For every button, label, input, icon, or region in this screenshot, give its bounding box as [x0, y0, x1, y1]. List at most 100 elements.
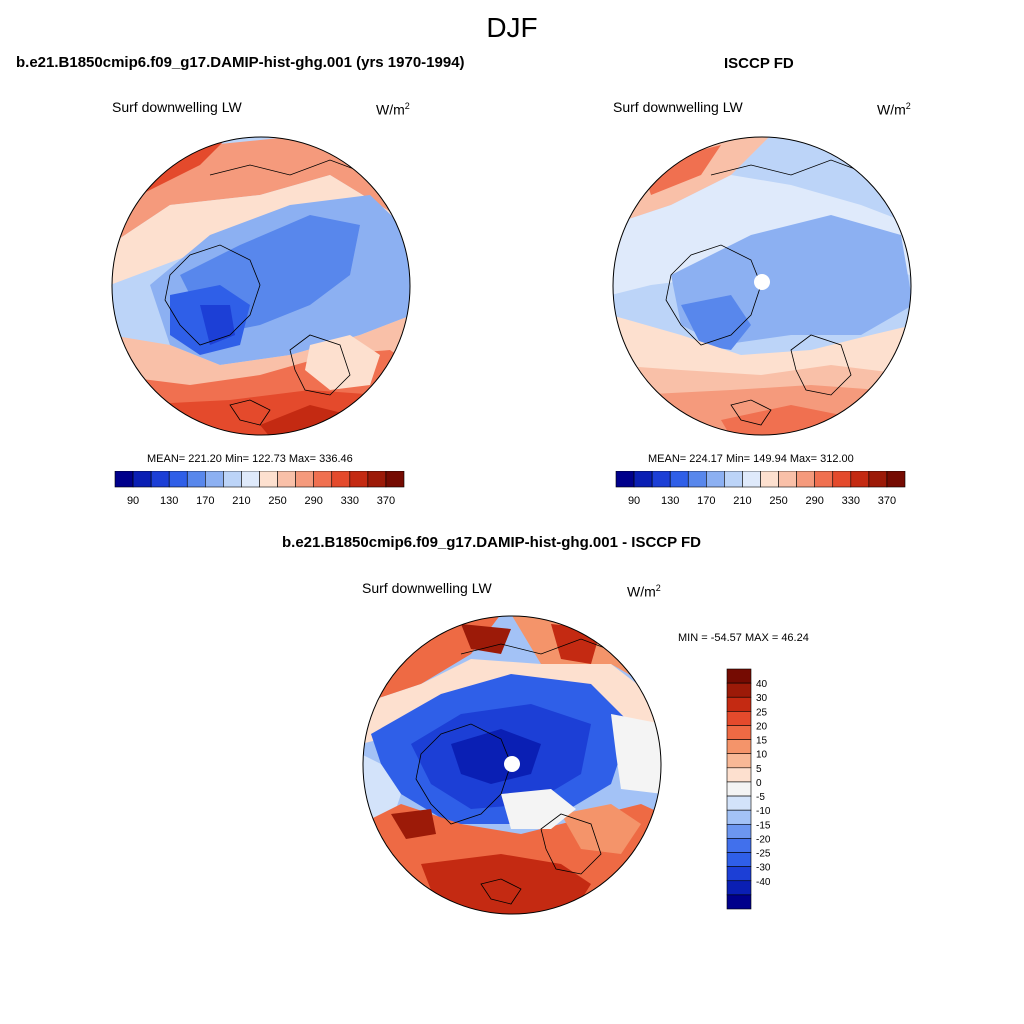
- colorbar-swatch: [760, 471, 779, 488]
- colorbar-swatch: [277, 471, 296, 488]
- colorbar-tick-label: 210: [232, 495, 250, 507]
- colorbar-swatch: [150, 471, 170, 488]
- colorbar-swatch: [726, 809, 752, 825]
- panel1-polar-map: [111, 136, 411, 436]
- colorbar-swatch: [241, 471, 260, 488]
- colorbar-swatch: [778, 471, 797, 488]
- colorbar-tick-label: 0: [756, 778, 762, 789]
- colorbar-swatch: [832, 471, 852, 488]
- colorbar-swatch: [168, 471, 188, 488]
- panel3-stats: MIN = -54.57 MAX = 46.24: [678, 632, 809, 644]
- colorbar-swatch: [385, 471, 405, 488]
- colorbar-swatch: [114, 471, 134, 488]
- colorbar-swatch: [367, 471, 387, 488]
- panel1-variable-label: Surf downwelling LW: [112, 99, 242, 115]
- colorbar-swatch: [615, 471, 635, 488]
- colorbar-swatch: [633, 471, 653, 488]
- colorbar-tick-label: 20: [756, 721, 768, 732]
- panel1-title: b.e21.B1850cmip6.f09_g17.DAMIP-hist-ghg.…: [16, 54, 465, 71]
- panel3-title: b.e21.B1850cmip6.f09_g17.DAMIP-hist-ghg.…: [282, 534, 702, 551]
- colorbar-swatch: [651, 471, 671, 488]
- panel2-colorbar: 90 130 170 210 250 290 330 370: [615, 471, 906, 507]
- colorbar-swatch: [726, 767, 752, 783]
- colorbar-tick-label: 210: [733, 495, 751, 507]
- colorbar-tick-label: 330: [341, 495, 359, 507]
- panel3-pole-hole: [504, 756, 520, 772]
- colorbar-tick-label: 30: [756, 693, 768, 704]
- colorbar-swatch: [814, 471, 834, 488]
- colorbar-tick-label: 370: [878, 495, 896, 507]
- colorbar-swatch: [726, 894, 752, 910]
- colorbar-swatch: [669, 471, 689, 488]
- colorbar-swatch: [886, 471, 906, 488]
- colorbar-swatch: [726, 753, 752, 769]
- colorbar-tick-label: 90: [127, 495, 139, 507]
- colorbar-swatch: [726, 866, 752, 882]
- panel2-variable-label: Surf downwelling LW: [613, 99, 743, 115]
- colorbar-tick-label: -15: [756, 820, 771, 831]
- colorbar-swatch: [331, 471, 351, 488]
- colorbar-swatch: [726, 711, 752, 726]
- colorbar-tick-label: 290: [305, 495, 323, 507]
- panel2-stats: MEAN= 224.17 Min= 149.94 Max= 312.00: [648, 453, 854, 465]
- colorbar-tick-label: 170: [697, 495, 715, 507]
- colorbar-tick-label: 5: [756, 764, 762, 775]
- colorbar-tick-label: -25: [756, 849, 771, 860]
- colorbar-tick-label: 250: [268, 495, 286, 507]
- colorbar-swatch: [706, 471, 725, 488]
- colorbar-tick-label: 170: [196, 495, 214, 507]
- colorbar-tick-label: 250: [769, 495, 787, 507]
- colorbar-tick-label: 25: [756, 707, 768, 718]
- panel3-colorbar: 40 30 25 20 15 10 5 0 -5 -10 -15 -20 -25 -30 -40: [726, 668, 771, 910]
- colorbar-swatch: [726, 838, 752, 853]
- colorbar-swatch: [726, 682, 752, 698]
- colorbar-tick-label: -20: [756, 834, 771, 845]
- colorbar-swatch: [205, 471, 224, 488]
- colorbar-swatch: [850, 471, 870, 488]
- colorbar-tick-label: 90: [628, 495, 640, 507]
- colorbar-swatch: [742, 471, 761, 488]
- colorbar-swatch: [259, 471, 278, 488]
- colorbar-tick-label: 330: [842, 495, 860, 507]
- colorbar-swatch: [724, 471, 743, 488]
- panel2-title: ISCCP FD: [724, 55, 794, 72]
- colorbar-tick-label: 10: [756, 750, 768, 761]
- panel2-polar-map: [612, 136, 912, 436]
- panel3-polar-map: [362, 615, 662, 915]
- colorbar-tick-label: 40: [756, 679, 768, 690]
- colorbar-tick-label: -10: [756, 806, 771, 817]
- colorbar-swatch: [726, 852, 752, 867]
- panel1-units: W/m2: [376, 101, 410, 118]
- panel1-colorbar: 90 130 170 210 250 290 330 370: [114, 471, 405, 507]
- colorbar-swatch: [687, 471, 707, 488]
- colorbar-swatch: [726, 795, 752, 811]
- colorbar-swatch: [726, 696, 752, 712]
- panel3-units: W/m2: [627, 583, 661, 600]
- panel1-stats: MEAN= 221.20 Min= 122.73 Max= 336.46: [147, 453, 353, 465]
- colorbar-swatch: [726, 725, 752, 740]
- colorbar-tick-label: 370: [377, 495, 395, 507]
- colorbar-tick-label: -40: [756, 877, 771, 888]
- colorbar-swatch: [313, 471, 333, 488]
- panel2-units: W/m2: [877, 101, 911, 118]
- panel3-variable-label: Surf downwelling LW: [362, 580, 492, 596]
- colorbar-swatch: [726, 781, 752, 797]
- colorbar-swatch: [349, 471, 369, 488]
- colorbar-swatch: [726, 880, 752, 896]
- colorbar-swatch: [132, 471, 152, 488]
- colorbar-tick-label: 15: [756, 736, 768, 747]
- colorbar-swatch: [223, 471, 242, 488]
- colorbar-tick-label: -5: [756, 792, 765, 803]
- colorbar-swatch: [726, 668, 752, 684]
- colorbar-swatch: [868, 471, 888, 488]
- colorbar-tick-label: -30: [756, 863, 771, 874]
- colorbar-swatch: [796, 471, 815, 488]
- panel2-pole-hole: [754, 274, 770, 290]
- colorbar-tick-label: 130: [160, 495, 178, 507]
- colorbar-tick-label: 290: [806, 495, 824, 507]
- colorbar-swatch: [726, 823, 752, 839]
- page-title: DJF: [486, 12, 538, 43]
- colorbar-swatch: [186, 471, 206, 488]
- colorbar-tick-label: 130: [661, 495, 679, 507]
- colorbar-swatch: [295, 471, 314, 488]
